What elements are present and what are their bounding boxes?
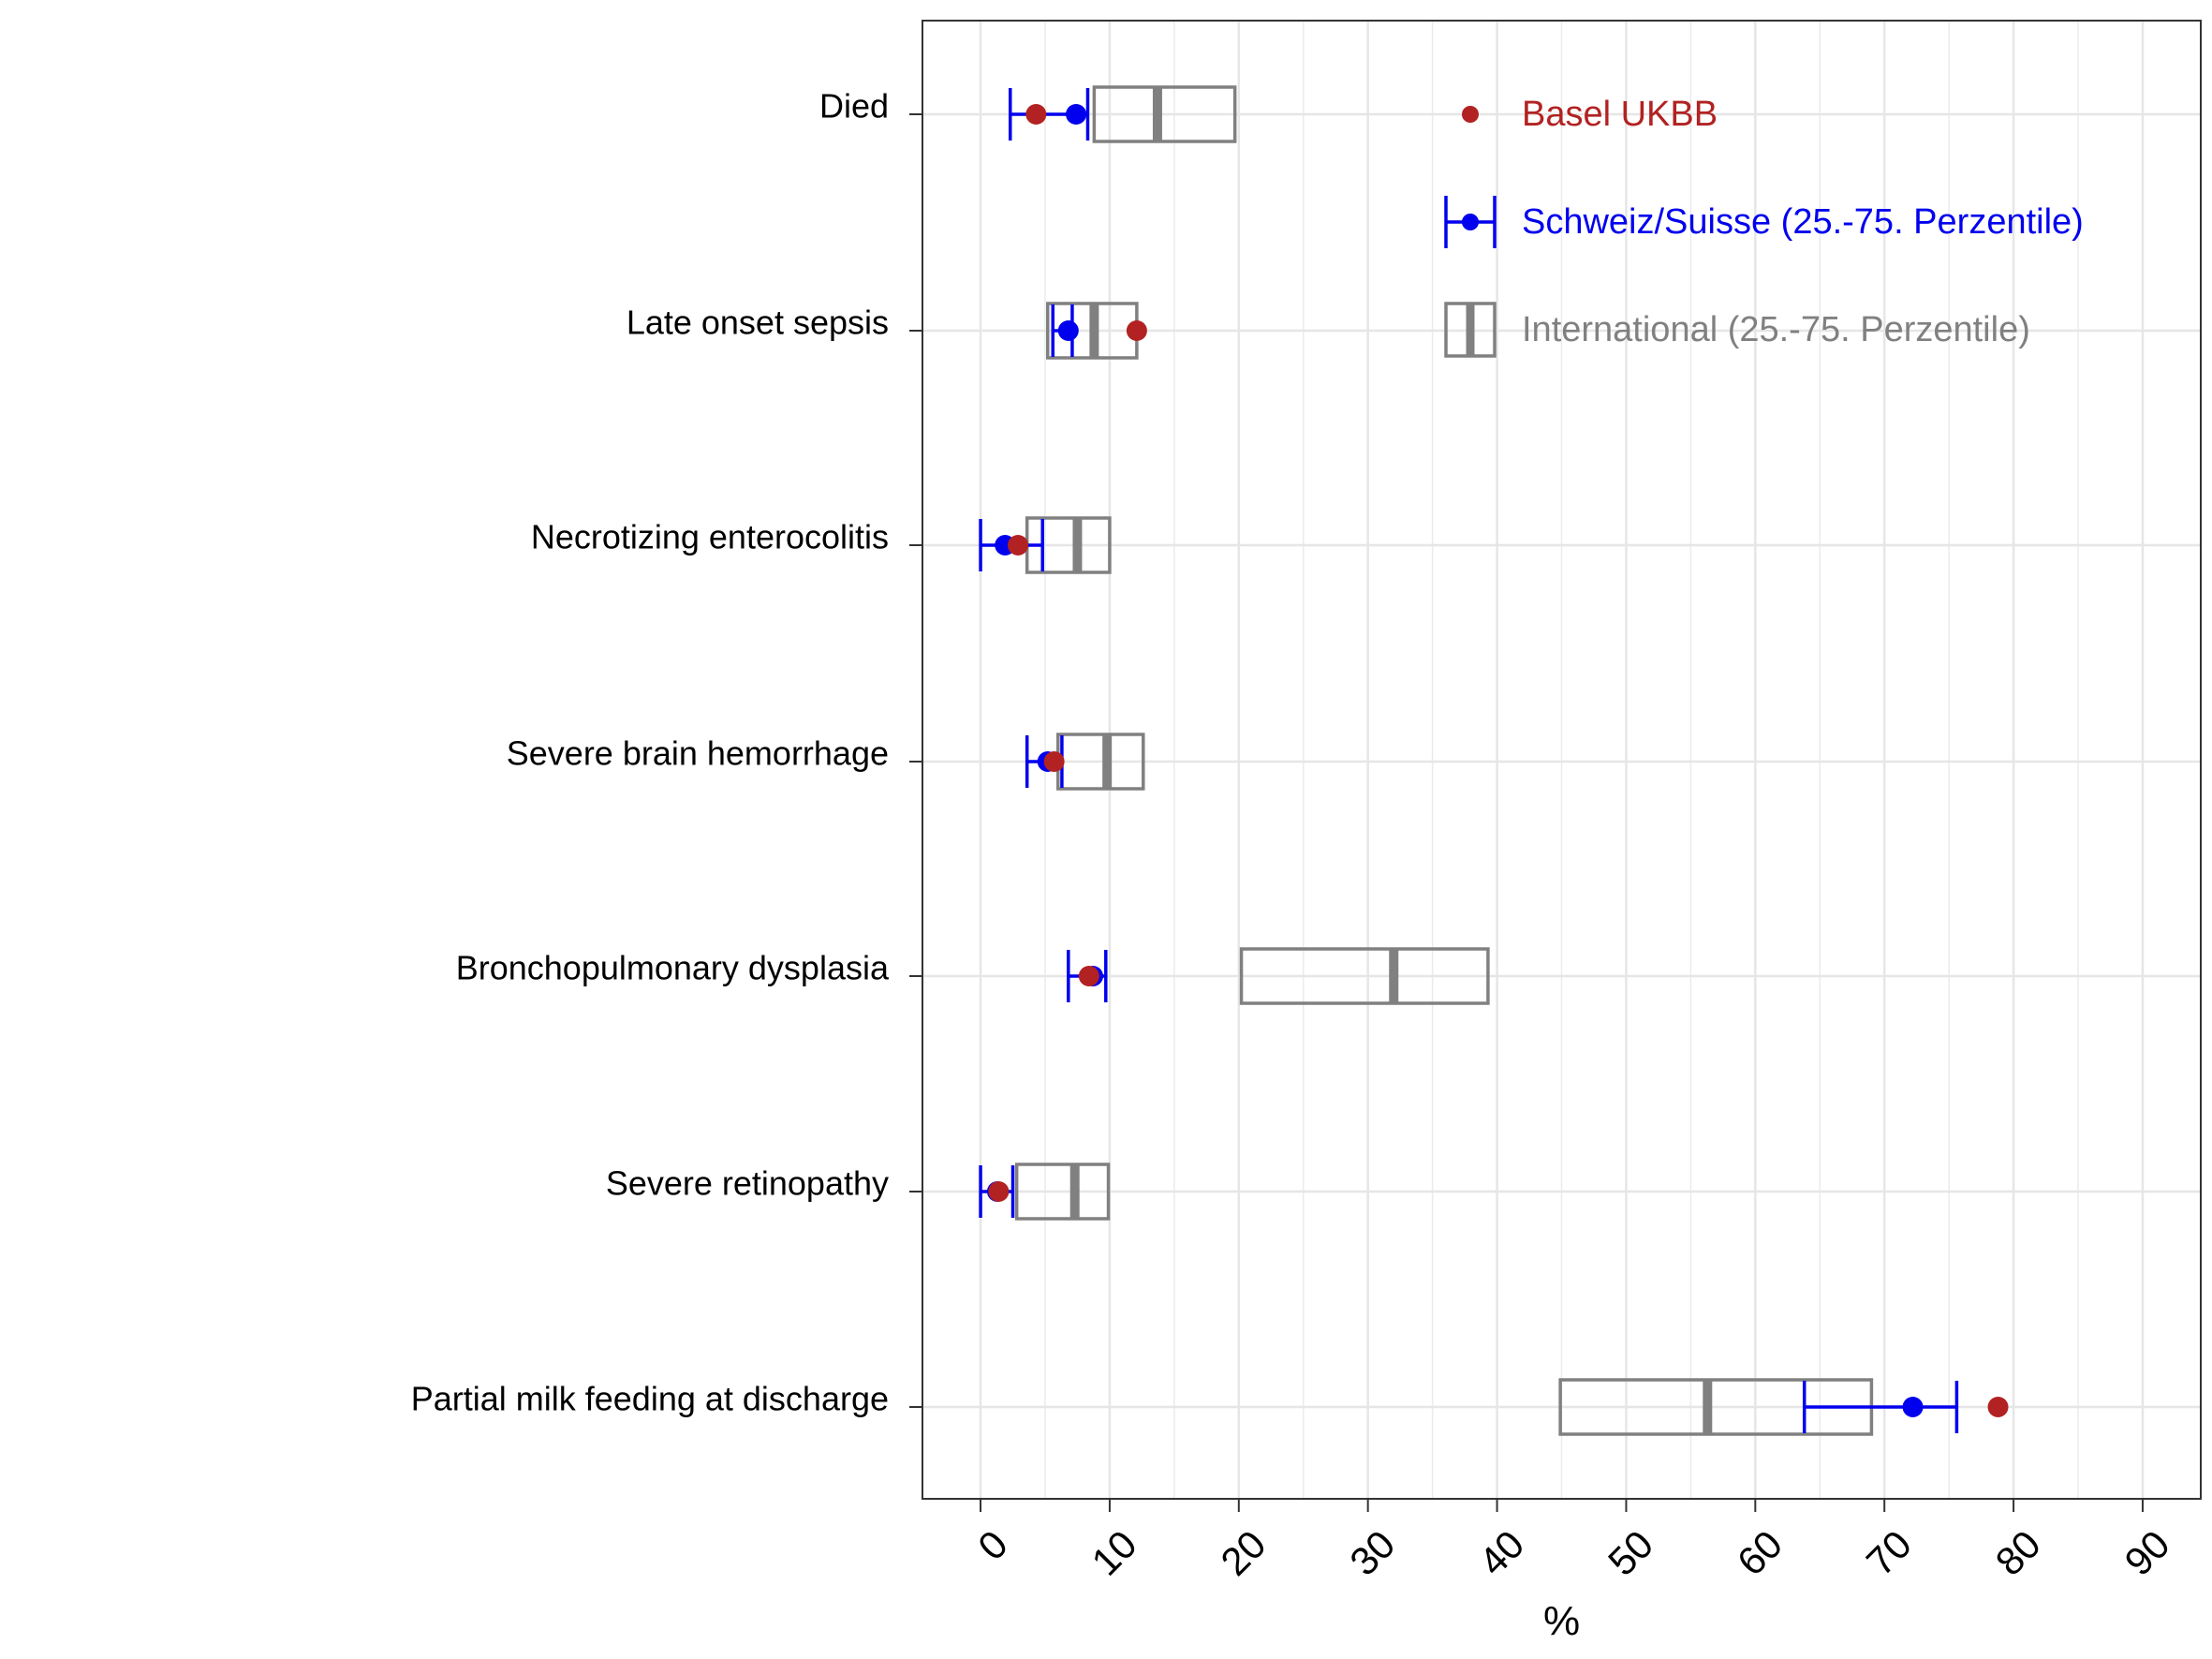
x-tick-label: 10	[1084, 1522, 1145, 1584]
minor-gridlines	[1044, 21, 2079, 1499]
international-box	[1092, 85, 1237, 143]
basel-point	[1126, 320, 1147, 341]
y-tick-label: Late onset sepsis	[627, 304, 889, 342]
x-tick-label: 20	[1212, 1522, 1274, 1584]
international-box	[1014, 1163, 1111, 1221]
x-tick-label: 70	[1858, 1522, 1920, 1584]
basel-point	[1987, 1397, 2009, 1417]
y-tick-label: Severe retinopathy	[606, 1164, 889, 1203]
swiss-median-point	[1902, 1397, 1924, 1417]
basel-point	[1043, 751, 1065, 772]
y-tick-label: Severe brain hemorrhage	[507, 734, 889, 773]
legend-label-international: International (25.-75. Perzentile)	[1522, 310, 2030, 349]
basel-point	[1025, 104, 1047, 125]
legend: Basel UKBB Schweiz/Suisse (25.-75. Perzen…	[1444, 95, 2084, 358]
x-tick-label: 60	[1729, 1522, 1791, 1584]
y-axis: Died Late onset sepsis Necrotizing enteroc…	[411, 87, 922, 1418]
basel-point	[1078, 966, 1099, 986]
swiss-median-point	[1066, 104, 1087, 125]
x-tick-label: 30	[1341, 1522, 1403, 1584]
basel-point	[1008, 535, 1029, 555]
x-tick-label: 0	[969, 1522, 1016, 1569]
y-tick-label: Died	[819, 87, 889, 126]
y-tick-label: Partial milk feeding at discharge	[411, 1380, 889, 1418]
x-tick-label: 50	[1600, 1522, 1661, 1584]
x-axis: 0 10 20 30 40 50 60 70 80 90	[969, 1499, 2178, 1584]
swiss-median-point	[1057, 320, 1079, 341]
x-tick-label: 40	[1470, 1522, 1532, 1584]
y-tick-label: Necrotizing enterocolitis	[531, 518, 889, 556]
international-box	[1239, 947, 1490, 1005]
legend-key-basel	[1462, 106, 1479, 123]
major-gridlines	[922, 21, 2201, 1499]
legend-key-swiss-point	[1462, 214, 1479, 230]
legend-label-swiss: Schweiz/Suisse (25.-75. Perzentile)	[1522, 202, 2084, 242]
panel-border	[922, 20, 2202, 1500]
y-tick-label: Bronchopulmonary dysplasia	[456, 949, 890, 987]
basel-point	[988, 1181, 1010, 1202]
basel-series	[988, 104, 2009, 1417]
x-tick-label: 90	[2116, 1522, 2178, 1584]
legend-label-basel: Basel UKBB	[1522, 95, 1718, 134]
x-tick-label: 80	[1987, 1522, 2049, 1584]
x-axis-title: %	[1543, 1598, 1580, 1644]
